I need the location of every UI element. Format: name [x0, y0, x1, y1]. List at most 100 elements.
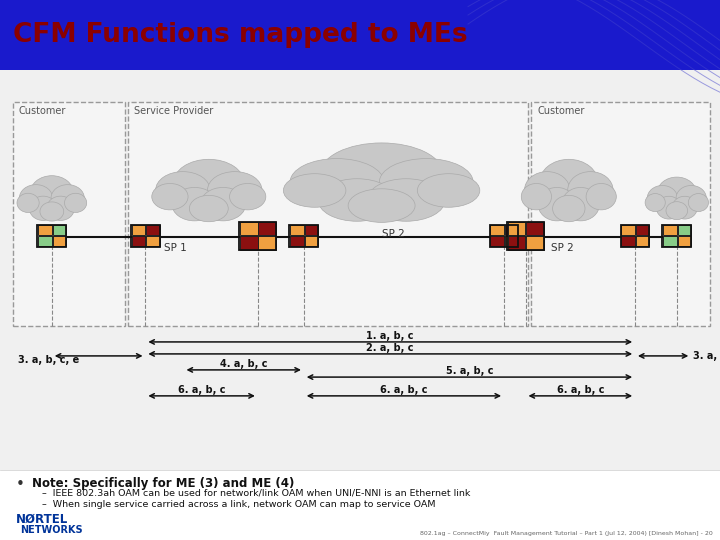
Bar [621, 236, 635, 246]
Text: 3. a, b, c, e: 3. a, b, c, e [18, 355, 79, 365]
Ellipse shape [379, 159, 473, 206]
Text: 3. a, b, c: 3. a, b, c [693, 351, 720, 361]
Bar [505, 236, 518, 246]
Ellipse shape [290, 159, 384, 206]
Text: SP 2: SP 2 [382, 229, 405, 239]
Bar [132, 236, 145, 246]
Ellipse shape [318, 179, 396, 221]
Text: 6. a, b, c: 6. a, b, c [557, 385, 604, 395]
Text: Note: Specifically for ME (3) and ME (4): Note: Specifically for ME (3) and ME (4) [32, 477, 294, 490]
Ellipse shape [539, 159, 598, 208]
Ellipse shape [152, 184, 188, 210]
Bar [132, 225, 145, 235]
Bar [290, 236, 304, 246]
Ellipse shape [688, 193, 708, 212]
Polygon shape [302, 0, 720, 70]
Bar [258, 236, 276, 249]
Text: 5. a, b, c: 5. a, b, c [446, 366, 493, 376]
Text: 2. a, b, c: 2. a, b, c [366, 343, 414, 353]
Bar [663, 225, 677, 235]
Text: NØRTEL: NØRTEL [16, 513, 68, 526]
Text: Customer: Customer [537, 106, 585, 117]
Ellipse shape [521, 184, 552, 210]
Ellipse shape [553, 195, 585, 222]
Bar [146, 236, 160, 246]
Bar [305, 236, 318, 246]
Bar [305, 225, 318, 235]
Bar [662, 225, 691, 247]
Ellipse shape [672, 196, 697, 219]
Bar [239, 222, 276, 250]
Ellipse shape [284, 174, 346, 207]
Bar [290, 225, 304, 235]
Ellipse shape [17, 193, 39, 212]
Text: Customer: Customer [19, 106, 66, 117]
Bar [258, 222, 276, 235]
Text: CFM Functions mapped to MEs: CFM Functions mapped to MEs [13, 22, 467, 48]
Ellipse shape [173, 159, 245, 208]
Ellipse shape [200, 187, 246, 221]
Ellipse shape [47, 196, 74, 220]
Bar [0, 70, 720, 470]
Bar [37, 225, 66, 247]
Ellipse shape [562, 187, 600, 221]
Ellipse shape [230, 184, 266, 210]
Ellipse shape [348, 189, 415, 222]
Ellipse shape [647, 185, 678, 211]
Bar [505, 225, 518, 235]
Bar [53, 236, 66, 246]
Ellipse shape [51, 185, 84, 212]
Bar [146, 225, 160, 235]
Ellipse shape [568, 172, 613, 208]
Bar [240, 222, 258, 235]
Polygon shape [0, 0, 711, 70]
Text: 6. a, b, c: 6. a, b, c [380, 385, 428, 395]
Ellipse shape [30, 196, 57, 220]
Bar [490, 225, 504, 235]
Ellipse shape [19, 185, 53, 212]
Ellipse shape [172, 187, 217, 221]
FancyBboxPatch shape [13, 102, 125, 326]
Ellipse shape [586, 184, 616, 210]
Ellipse shape [367, 179, 445, 221]
Ellipse shape [320, 143, 443, 205]
Ellipse shape [40, 202, 63, 221]
Bar [289, 225, 318, 247]
Bar [621, 225, 635, 235]
Text: SP 2: SP 2 [551, 243, 574, 253]
Ellipse shape [538, 187, 576, 221]
Ellipse shape [30, 176, 73, 211]
Text: 6. a, b, c: 6. a, b, c [178, 385, 225, 395]
Bar [0, 470, 720, 540]
Polygon shape [0, 0, 720, 70]
FancyBboxPatch shape [531, 102, 710, 326]
Bar [490, 225, 518, 247]
Ellipse shape [645, 193, 665, 212]
Ellipse shape [676, 185, 706, 211]
Text: 4. a, b, c: 4. a, b, c [220, 359, 267, 369]
Bar [526, 236, 544, 249]
Bar [678, 236, 691, 246]
Bar [526, 222, 544, 235]
Bar [508, 222, 526, 235]
Bar [636, 236, 649, 246]
Bar [663, 236, 677, 246]
Ellipse shape [666, 201, 688, 220]
Bar [490, 236, 504, 246]
Bar [636, 225, 649, 235]
Text: Service Provider: Service Provider [134, 106, 213, 117]
Bar [240, 236, 258, 249]
Ellipse shape [65, 193, 86, 212]
Text: NETWORKS: NETWORKS [20, 525, 83, 535]
Bar [53, 225, 66, 235]
Ellipse shape [189, 195, 228, 222]
Text: 802.1ag – ConnectMiy  Fault Management Tutorial – Part 1 (Jul 12, 2004) [Dinesh : 802.1ag – ConnectMiy Fault Management Tu… [420, 531, 713, 536]
Text: –  IEEE 802.3ah OAM can be used for network/link OAM when UNI/E-NNI is an Ethern: – IEEE 802.3ah OAM can be used for netwo… [42, 488, 470, 497]
Ellipse shape [525, 172, 570, 208]
Text: •: • [16, 477, 24, 492]
Ellipse shape [657, 196, 681, 219]
Text: 1. a, b, c: 1. a, b, c [366, 331, 414, 341]
Bar [507, 222, 544, 250]
Bar [678, 225, 691, 235]
Ellipse shape [657, 177, 696, 210]
